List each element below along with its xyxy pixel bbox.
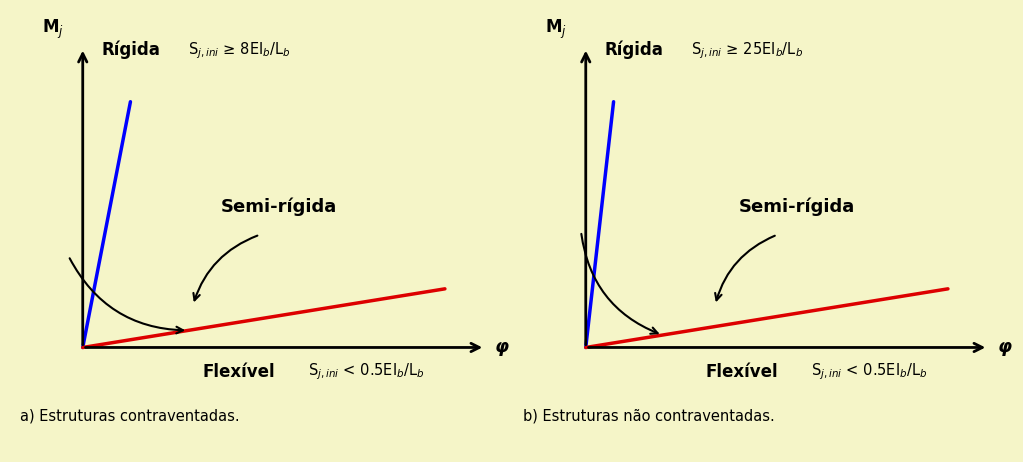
Text: S$_{j,ini}$ ≥ 8EI$_b$/L$_b$: S$_{j,ini}$ ≥ 8EI$_b$/L$_b$ bbox=[188, 41, 292, 61]
Text: S$_{j,ini}$ < 0.5EI$_b$/L$_b$: S$_{j,ini}$ < 0.5EI$_b$/L$_b$ bbox=[811, 362, 928, 383]
Text: Rígida: Rígida bbox=[605, 41, 664, 59]
Text: Flexível: Flexível bbox=[203, 363, 275, 381]
Text: S$_{j,ini}$ < 0.5EI$_b$/L$_b$: S$_{j,ini}$ < 0.5EI$_b$/L$_b$ bbox=[308, 362, 425, 383]
Text: Flexível: Flexível bbox=[706, 363, 779, 381]
Text: φ: φ bbox=[997, 339, 1012, 357]
Text: a) Estruturas contraventadas.: a) Estruturas contraventadas. bbox=[20, 408, 240, 423]
Text: M$_j$: M$_j$ bbox=[42, 18, 63, 41]
Text: φ: φ bbox=[495, 339, 508, 357]
Text: Rígida: Rígida bbox=[102, 41, 161, 59]
Text: b) Estruturas não contraventadas.: b) Estruturas não contraventadas. bbox=[524, 408, 775, 423]
Text: Semi-rígida: Semi-rígida bbox=[221, 197, 338, 216]
Text: Semi-rígida: Semi-rígida bbox=[739, 197, 854, 216]
Text: M$_j$: M$_j$ bbox=[544, 18, 567, 41]
Text: S$_{j,ini}$ ≥ 25EI$_b$/L$_b$: S$_{j,ini}$ ≥ 25EI$_b$/L$_b$ bbox=[692, 41, 803, 61]
